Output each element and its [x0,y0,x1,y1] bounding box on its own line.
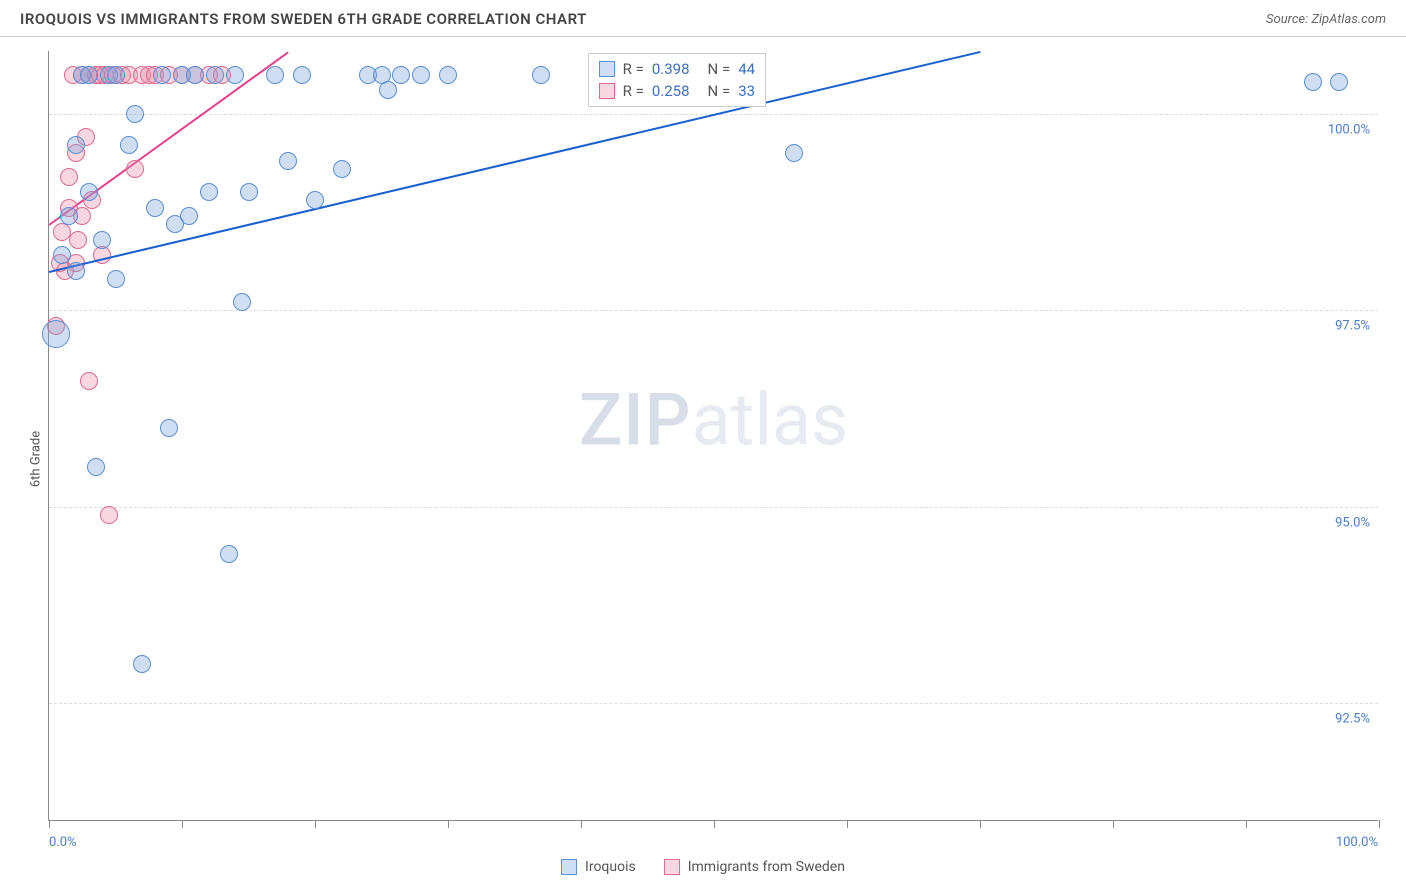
marker-iroquois [80,183,98,201]
marker-iroquois [379,81,397,99]
marker-iroquois [67,136,85,154]
marker-iroquois [126,105,144,123]
legend-label-iroquois: Iroquois [585,859,636,875]
xtick [315,820,316,828]
marker-iroquois [107,66,125,84]
marker-iroquois [439,66,457,84]
legend-swatch-sweden [664,859,680,875]
source-attribution: Source: ZipAtlas.com [1266,12,1386,27]
source-prefix: Source: [1266,12,1311,27]
xaxis-min-label: 0.0% [49,835,77,850]
marker-iroquois [532,66,550,84]
marker-iroquois [200,183,218,201]
marker-iroquois [1304,73,1322,91]
watermark-zip: ZIP [579,378,692,463]
marker-iroquois [80,66,98,84]
marker-iroquois [120,136,138,154]
marker-iroquois [107,270,125,288]
chart-header: IROQUOIS VS IMMIGRANTS FROM SWEDEN 6TH G… [0,0,1406,37]
xtick [1246,820,1247,828]
stats-n-value: 33 [738,82,755,100]
marker-iroquois [293,66,311,84]
marker-sweden [80,372,98,390]
stats-row-sweden: R = 0.258 N = 33 [599,80,755,102]
marker-iroquois [279,152,297,170]
xtick [980,820,981,828]
xtick [581,820,582,828]
stats-r-value: 0.398 [652,60,690,78]
plot-area: ZIPatlas 92.5%95.0%97.5%100.0%0.0%100.0%… [48,51,1378,821]
watermark-atlas: atlas [692,378,849,463]
legend-label-sweden: Immigrants from Sweden [688,859,845,875]
marker-iroquois [226,66,244,84]
stats-swatch-iroquois [599,61,615,77]
marker-sweden [60,168,78,186]
marker-iroquois [146,199,164,217]
legend-item-iroquois: Iroquois [561,859,636,875]
stats-n-value: 44 [738,60,755,78]
marker-iroquois [206,66,224,84]
stats-box: R = 0.398 N = 44 R = 0.258 N = 33 [588,53,766,107]
marker-iroquois [1330,73,1348,91]
ytick-label: 97.5% [1335,319,1370,334]
stats-n-label: N = [708,82,731,100]
marker-iroquois [266,66,284,84]
xtick [714,820,715,828]
marker-iroquois [60,207,78,225]
marker-iroquois [42,320,70,348]
y-axis-label: 6th Grade [29,431,44,487]
marker-iroquois [153,66,171,84]
marker-sweden [126,160,144,178]
source-name: ZipAtlas.com [1311,12,1386,27]
marker-iroquois [180,207,198,225]
gridline [49,507,1378,508]
ytick-label: 95.0% [1335,515,1370,530]
marker-iroquois [240,183,258,201]
stats-r-label: R = [623,82,644,100]
marker-iroquois [160,419,178,437]
gridline [49,703,1378,704]
xaxis-max-label: 100.0% [1336,835,1378,850]
marker-iroquois [67,262,85,280]
marker-iroquois [412,66,430,84]
marker-iroquois [186,66,204,84]
ytick-label: 92.5% [1335,712,1370,727]
marker-iroquois [785,144,803,162]
marker-sweden [100,506,118,524]
xtick [49,820,50,828]
gridline [49,310,1378,311]
stats-swatch-sweden [599,83,615,99]
xtick [1379,820,1380,828]
xtick [847,820,848,828]
ytick-label: 100.0% [1328,122,1370,137]
stats-r-value: 0.258 [652,82,690,100]
marker-iroquois [87,458,105,476]
marker-iroquois [93,231,111,249]
marker-iroquois [133,655,151,673]
stats-row-iroquois: R = 0.398 N = 44 [599,58,755,80]
legend-item-sweden: Immigrants from Sweden [664,859,845,875]
chart-container: 6th Grade ZIPatlas 92.5% 95.0% 97.5% 100.0%… [0,37,1406,881]
marker-iroquois [392,66,410,84]
marker-iroquois [333,160,351,178]
stats-r-label: R = [623,60,644,78]
xtick [448,820,449,828]
chart-title: IROQUOIS VS IMMIGRANTS FROM SWEDEN 6TH G… [20,10,587,28]
stats-n-label: N = [708,60,731,78]
marker-iroquois [53,246,71,264]
xtick [182,820,183,828]
legend-swatch-iroquois [561,859,577,875]
marker-iroquois [306,191,324,209]
watermark: ZIPatlas [579,378,848,463]
legend: Iroquois Immigrants from Sweden [561,859,845,875]
trendline-iroquois [49,51,980,273]
marker-iroquois [233,293,251,311]
xtick [1113,820,1114,828]
marker-sweden [69,231,87,249]
marker-iroquois [220,545,238,563]
